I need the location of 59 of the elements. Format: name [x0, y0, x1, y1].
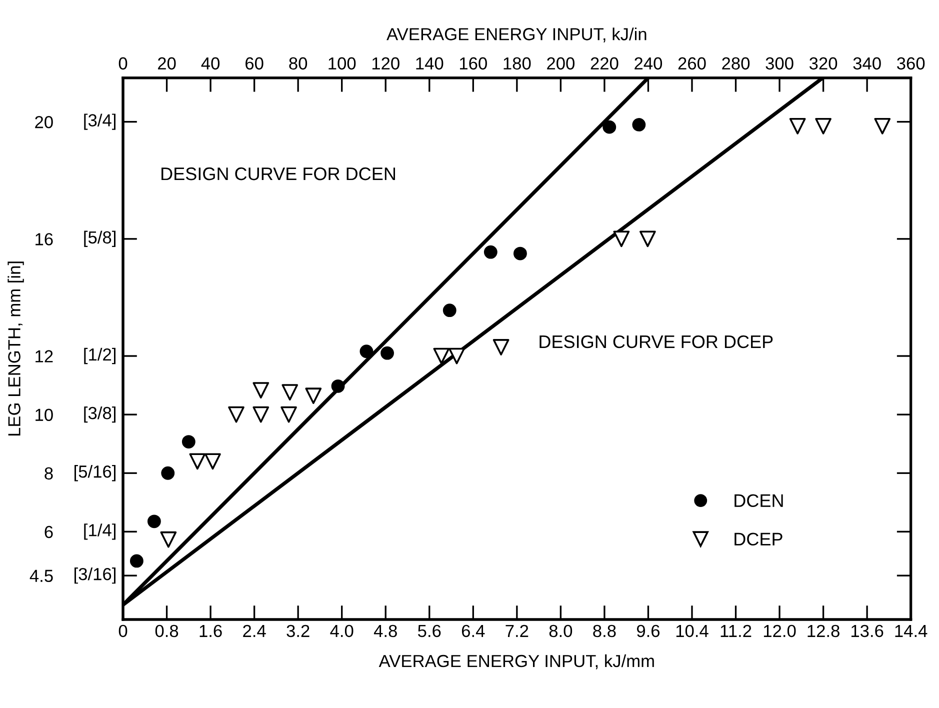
- x2-tick-label: 100: [328, 57, 356, 70]
- x2-tick-label: 80: [289, 57, 308, 70]
- x2-axis-title: AVERAGE ENERGY INPUT, kJ/in: [386, 28, 646, 42]
- y-tick-label: 10: [36, 408, 53, 422]
- x-tick-label: 11.2: [720, 624, 752, 637]
- x-tick-label: 12.8: [808, 624, 840, 638]
- x2-tick-label: 120: [372, 57, 400, 70]
- annotation: DESIGN CURVE FOR DCEP: [540, 335, 773, 348]
- x-tick-label: 3.2: [286, 624, 310, 638]
- x-tick-label: 13.6: [851, 624, 884, 638]
- x-tick-label: 6.4: [462, 624, 485, 638]
- y-tick-label: 20: [35, 116, 53, 128]
- x2-tick-label: 360: [897, 57, 925, 70]
- x-tick-label: 8.8: [593, 624, 616, 638]
- y-tick-label: 6: [44, 526, 53, 538]
- text: [5/8]: [84, 230, 116, 247]
- x2-tick-label: 240: [634, 57, 662, 70]
- x2-tick-label: 340: [853, 57, 881, 70]
- text: [3/16]: [74, 567, 116, 584]
- x-tick-label: 4.0: [330, 624, 354, 638]
- x2-tick-label: 0: [118, 57, 128, 70]
- y-tick-label: 4.5: [30, 570, 53, 582]
- y-tick-label: 12: [36, 350, 53, 362]
- x-tick-label: 9.6: [636, 624, 660, 638]
- x-tick-label: 5.6: [418, 624, 441, 638]
- x2-tick-label: 140: [416, 57, 444, 70]
- x-tick-label: 0.8: [155, 624, 178, 638]
- x2-tick-label: 180: [504, 57, 531, 70]
- x-tick-label: 10.4: [676, 624, 708, 638]
- y-tick-label: 8: [44, 467, 53, 480]
- x-tick-label: 4.8: [374, 624, 397, 638]
- x-tick-label: 7.2: [506, 624, 528, 637]
- x-tick-label: 8.0: [549, 624, 572, 638]
- x2-tick-label: 40: [201, 57, 220, 70]
- x-tick-label: 0: [118, 624, 128, 638]
- x-tick-label: 12.0: [764, 624, 796, 638]
- text: [1/2]: [84, 348, 116, 364]
- text: [3/4]: [84, 114, 116, 130]
- x2-tick-label: 200: [547, 57, 574, 70]
- x2-tick-label: 280: [722, 57, 750, 70]
- x2-tick-label: 260: [678, 57, 706, 70]
- x2-tick-label: 60: [246, 57, 264, 70]
- y-tick-label: 16: [36, 233, 53, 246]
- x2-tick-label: 320: [809, 57, 838, 70]
- legend-label: DCEP: [734, 532, 782, 546]
- x2-tick-label: 160: [460, 57, 487, 70]
- text: [3/8]: [84, 406, 116, 423]
- x2-tick-label: 300: [766, 57, 794, 70]
- x-axis-title: AVERAGE ENERGY INPUT, kJ/mm: [378, 654, 654, 670]
- y-axis-title: LEG LENGTH, mm [in]: [8, 262, 24, 436]
- legend-label: DCEN: [734, 494, 783, 508]
- x2-tick-label: 220: [590, 57, 618, 70]
- x-tick-label: 2.4: [243, 624, 266, 637]
- annotation: DESIGN CURVE FOR DCEN: [162, 167, 395, 180]
- x-tick-label: 1.6: [200, 624, 222, 638]
- x-tick-label: 14.4: [895, 625, 928, 637]
- text: [1/4]: [84, 524, 116, 540]
- text: [5/16]: [74, 465, 116, 482]
- x2-tick-label: 20: [158, 57, 176, 70]
